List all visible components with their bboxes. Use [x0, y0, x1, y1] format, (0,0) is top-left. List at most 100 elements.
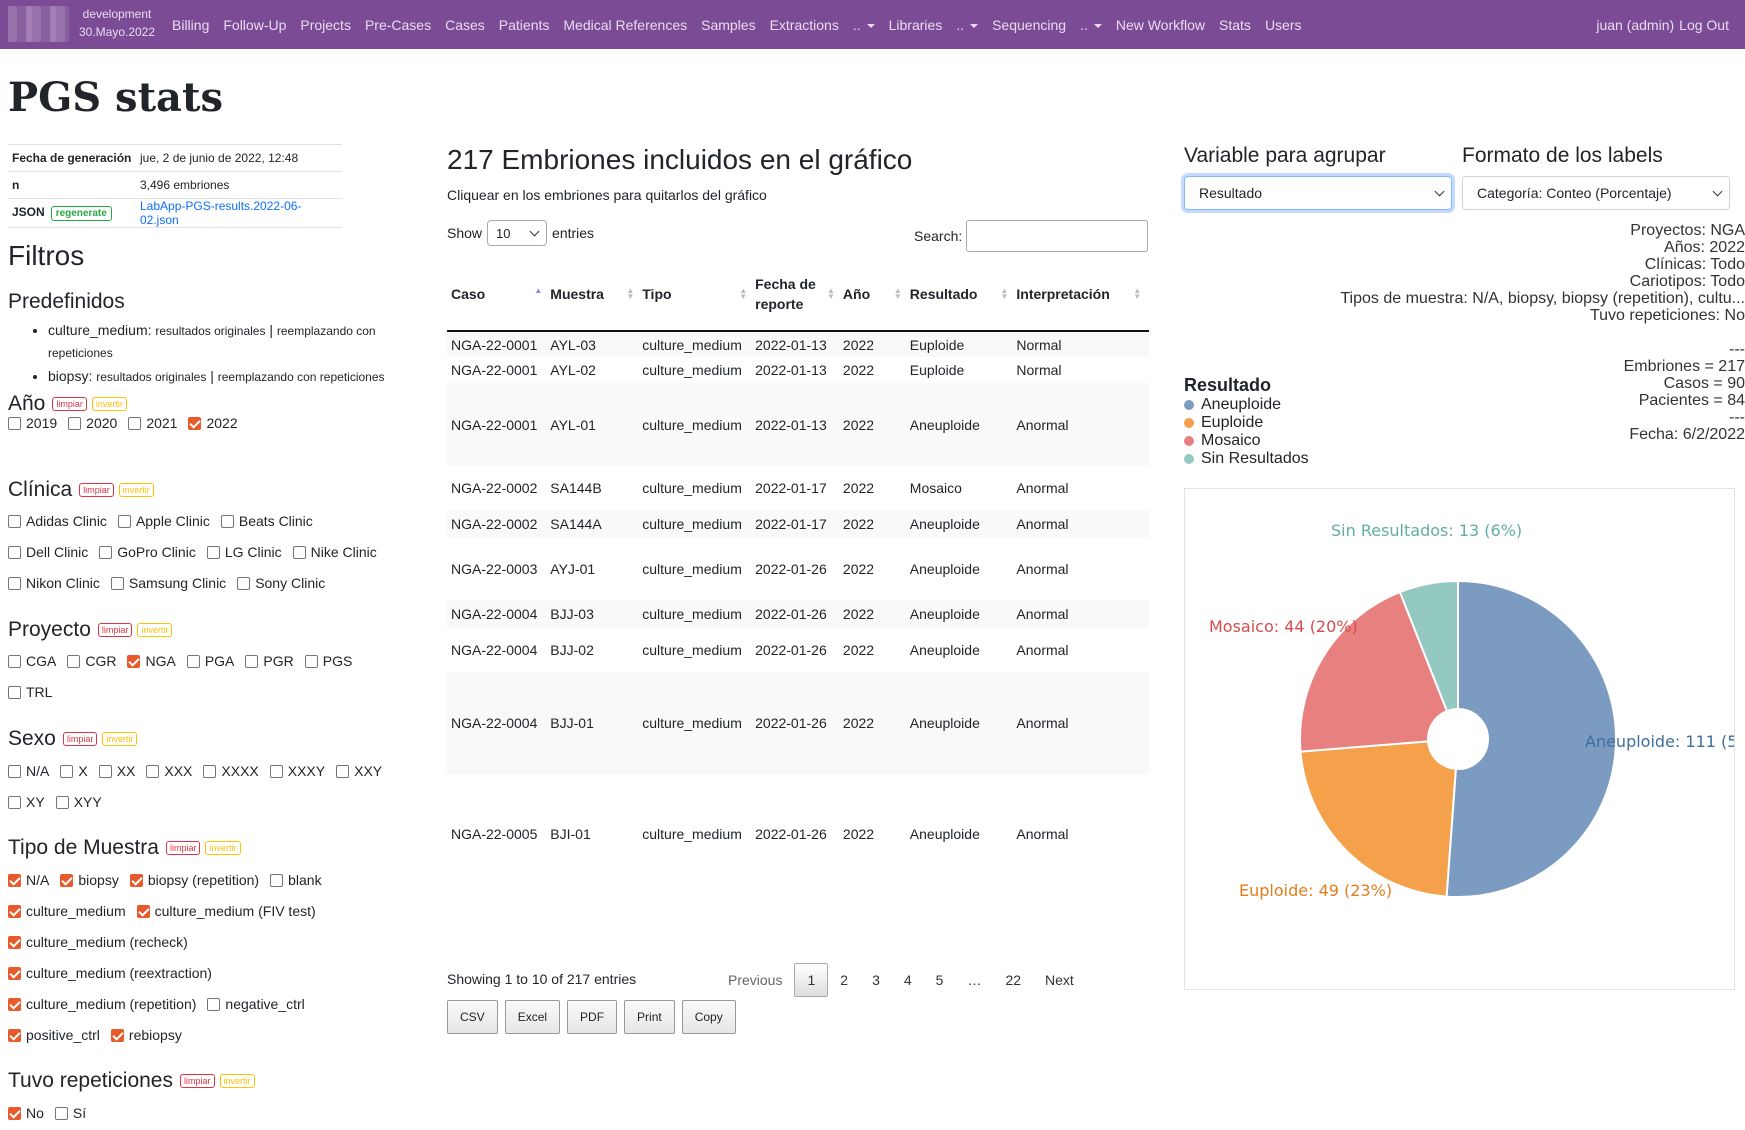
search-input[interactable]: [966, 220, 1149, 252]
predef-replace-link[interactable]: reemplazando con repeticiones: [48, 324, 376, 360]
export-print-button[interactable]: Print: [624, 1000, 675, 1034]
checkbox-unchecked[interactable]: [55, 795, 69, 809]
checkbox-unchecked[interactable]: [68, 416, 82, 430]
page-link-4[interactable]: 4: [903, 972, 912, 988]
checkbox-unchecked[interactable]: [8, 654, 21, 668]
json-download-link[interactable]: LabApp-PGS-results.2022-06-02.json: [140, 199, 302, 227]
filter-checkbox-clinica-dell-clinic[interactable]: Dell Clinic: [8, 544, 88, 560]
checkbox-unchecked[interactable]: [8, 416, 21, 430]
invert-button-tipo[interactable]: invertir: [205, 841, 241, 855]
filter-checkbox-proyecto-pgr[interactable]: PGR: [245, 653, 294, 669]
page-link-3[interactable]: 3: [872, 972, 880, 988]
label-format-select[interactable]: Categoría: Conteo (Porcentaje): [1462, 176, 1730, 210]
checkbox-checked[interactable]: [129, 873, 143, 887]
table-row[interactable]: NGA-22-0001 AYL-02 culture_medium 2022-01-1…: [447, 357, 1149, 383]
filter-checkbox-proyecto-pgs[interactable]: PGS: [304, 653, 352, 669]
checkbox-unchecked[interactable]: [8, 795, 21, 809]
nav-item-more-11[interactable]: ..: [956, 17, 979, 33]
page-link-1[interactable]: 1: [794, 963, 829, 997]
table-row[interactable]: NGA-22-0001 AYL-03 culture_medium 2022-01-1…: [447, 331, 1149, 357]
filter-checkbox-clinica-samsung-clinic[interactable]: Samsung Clinic: [110, 575, 226, 591]
nav-item-patients[interactable]: Patients: [499, 17, 550, 33]
brand-logo[interactable]: [8, 6, 69, 42]
clear-button-anio[interactable]: limpiar: [52, 397, 87, 411]
nav-item-samples[interactable]: Samples: [701, 17, 755, 33]
pie-slice-sin-resultados[interactable]: [1398, 579, 1459, 713]
nav-item-sequencing[interactable]: Sequencing: [992, 17, 1066, 33]
filter-checkbox-clinica-adidas-clinic[interactable]: Adidas Clinic: [8, 513, 107, 529]
checkbox-unchecked[interactable]: [99, 545, 113, 559]
invert-button-clinica[interactable]: invertir: [118, 483, 154, 497]
checkbox-unchecked[interactable]: [8, 576, 21, 590]
column-header-2[interactable]: Tipo ▲ ▼: [638, 258, 752, 332]
nav-item-stats[interactable]: Stats: [1219, 17, 1251, 33]
filter-checkbox-clinica-lg-clinic[interactable]: LG Clinic: [206, 544, 282, 560]
checkbox-unchecked[interactable]: [98, 764, 112, 778]
checkbox-unchecked[interactable]: [270, 873, 284, 887]
filter-checkbox-clinica-gopro-clinic[interactable]: GoPro Clinic: [99, 544, 196, 560]
filter-checkbox-proyecto-trl[interactable]: TRL: [8, 684, 52, 700]
filter-checkbox-sexo-xxx[interactable]: XXX: [146, 763, 192, 779]
nav-item-projects[interactable]: Projects: [300, 17, 351, 33]
table-row[interactable]: NGA-22-0001 AYL-01 culture_medium 2022-01-1…: [447, 383, 1149, 466]
nav-item-billing[interactable]: Billing: [172, 17, 209, 33]
checkbox-unchecked[interactable]: [186, 654, 200, 668]
predef-original-link[interactable]: resultados originales: [155, 324, 266, 338]
nav-item-medical-references[interactable]: Medical References: [563, 17, 687, 33]
filter-checkbox-anio-2020[interactable]: 2020: [68, 415, 117, 431]
filter-checkbox-tipo-culture-medium-fiv-test-[interactable]: culture_medium (FIV test): [136, 903, 316, 919]
filter-checkbox-tipo-culture-medium[interactable]: culture_medium: [8, 903, 126, 919]
page-length-select[interactable]: 10: [487, 220, 548, 246]
checkbox-unchecked[interactable]: [128, 416, 142, 430]
nav-item-follow-up[interactable]: Follow-Up: [223, 17, 286, 33]
nav-item-new-workflow[interactable]: New Workflow: [1116, 17, 1205, 33]
page-link-2[interactable]: 2: [840, 972, 849, 988]
user-name[interactable]: juan (admin): [1596, 16, 1675, 33]
group-variable-select[interactable]: Resultado: [1184, 176, 1452, 210]
filter-checkbox-anio-2019[interactable]: 2019: [8, 415, 57, 431]
filter-checkbox-tipo-blank[interactable]: blank: [270, 872, 322, 888]
invert-button-proyecto[interactable]: invertir: [137, 623, 173, 637]
table-row[interactable]: NGA-22-0002 SA144A culture_medium 2022-01-1…: [447, 510, 1149, 538]
filter-checkbox-tipo-negative-ctrl[interactable]: negative_ctrl: [207, 996, 305, 1012]
checkbox-unchecked[interactable]: [220, 514, 234, 528]
filter-checkbox-sexo-xxxx[interactable]: XXXX: [203, 763, 259, 779]
column-header-0[interactable]: Caso ▲: [447, 258, 547, 332]
filter-checkbox-sexo-n-a[interactable]: N/A: [8, 763, 49, 779]
column-header-5[interactable]: Resultado ▲ ▼: [905, 258, 1013, 332]
checkbox-unchecked[interactable]: [292, 545, 306, 559]
pie-slice-aneuploide[interactable]: [1445, 579, 1618, 898]
column-header-4[interactable]: Año ▲ ▼: [838, 258, 906, 332]
checkbox-checked[interactable]: [60, 873, 74, 887]
predef-original-link[interactable]: resultados originales: [96, 370, 207, 384]
table-row[interactable]: NGA-22-0002 SA144B culture_medium 2022-01-1…: [447, 466, 1149, 510]
filter-checkbox-tipo-positive-ctrl[interactable]: positive_ctrl: [8, 1027, 100, 1043]
pie-slice-euploide[interactable]: [1299, 740, 1457, 898]
table-row[interactable]: NGA-22-0004 BJJ-03 culture_medium 2022-01-2…: [447, 600, 1149, 628]
page-link-5[interactable]: 5: [935, 972, 944, 988]
invert-button-rep[interactable]: invertir: [219, 1074, 255, 1088]
export-pdf-button[interactable]: PDF: [567, 1000, 618, 1034]
export-excel-button[interactable]: Excel: [504, 1000, 561, 1034]
clear-button-proyecto[interactable]: limpiar: [97, 623, 133, 637]
filter-checkbox-tipo-biopsy-repetition-[interactable]: biopsy (repetition): [129, 872, 259, 888]
filter-checkbox-proyecto-nga[interactable]: NGA: [127, 653, 176, 669]
checkbox-checked[interactable]: [188, 416, 202, 430]
nav-item-cases[interactable]: Cases: [445, 17, 485, 33]
column-header-1[interactable]: Muestra ▲ ▼: [546, 258, 639, 332]
table-row[interactable]: NGA-22-0005 BJI-01 culture_medium 2022-01-2…: [447, 774, 1149, 894]
filter-checkbox-sexo-xxy[interactable]: XXY: [336, 763, 382, 779]
page-link-0[interactable]: Previous: [728, 972, 783, 988]
checkbox-unchecked[interactable]: [146, 764, 160, 778]
checkbox-checked[interactable]: [8, 966, 21, 980]
filter-checkbox-anio-2021[interactable]: 2021: [128, 415, 177, 431]
checkbox-unchecked[interactable]: [110, 576, 124, 590]
checkbox-unchecked[interactable]: [8, 764, 21, 778]
clear-button-tipo[interactable]: limpiar: [165, 841, 201, 855]
filter-checkbox-sexo-xx[interactable]: XX: [98, 763, 135, 779]
filter-checkbox-tipo-rebiopsy[interactable]: rebiopsy: [110, 1027, 182, 1043]
checkbox-unchecked[interactable]: [54, 1106, 68, 1120]
filter-checkbox-tipo-culture-medium-reextraction-[interactable]: culture_medium (reextraction): [8, 965, 212, 981]
page-link-8[interactable]: Next: [1045, 972, 1074, 988]
checkbox-unchecked[interactable]: [117, 514, 131, 528]
